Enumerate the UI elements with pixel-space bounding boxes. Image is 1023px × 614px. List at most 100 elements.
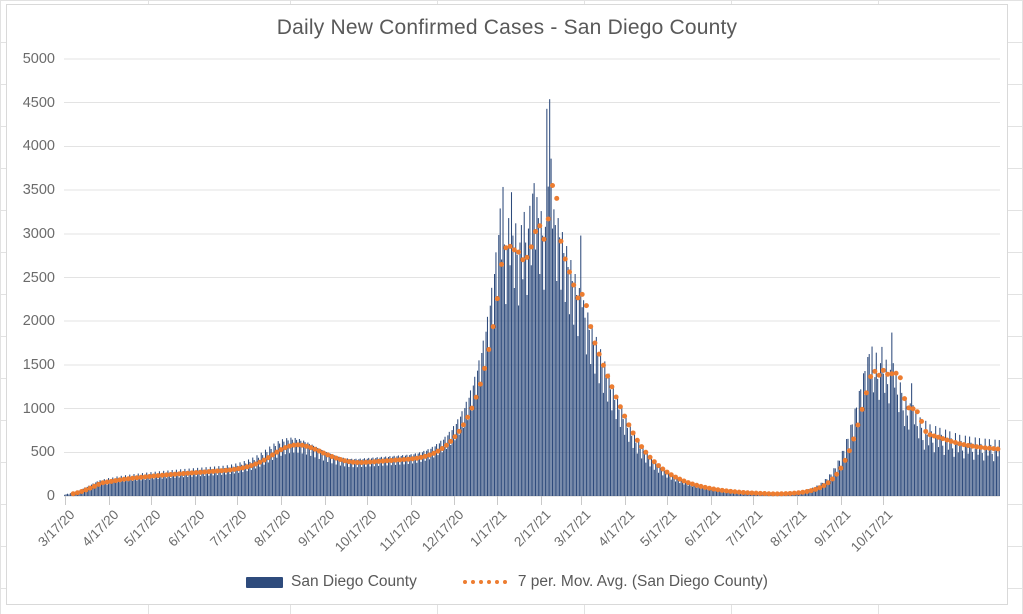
- bar[interactable]: [590, 364, 592, 496]
- bar[interactable]: [884, 392, 886, 496]
- moving-average-point[interactable]: [287, 443, 293, 449]
- bar[interactable]: [976, 445, 978, 496]
- bar[interactable]: [291, 439, 293, 496]
- moving-average-point[interactable]: [537, 223, 543, 229]
- chart-container[interactable]: Daily New Confirmed Cases - San Diego Co…: [6, 4, 1008, 605]
- bar[interactable]: [337, 456, 339, 497]
- bar[interactable]: [132, 480, 134, 496]
- bar[interactable]: [850, 424, 852, 496]
- moving-average-point[interactable]: [405, 456, 411, 462]
- bar[interactable]: [380, 456, 382, 496]
- bar[interactable]: [91, 484, 93, 496]
- bar[interactable]: [204, 475, 206, 496]
- bar[interactable]: [601, 366, 603, 496]
- bar[interactable]: [936, 436, 938, 496]
- moving-average-point[interactable]: [821, 483, 827, 489]
- moving-average-point[interactable]: [796, 490, 802, 496]
- moving-average-point[interactable]: [609, 384, 615, 390]
- bar[interactable]: [994, 439, 996, 496]
- bar[interactable]: [457, 419, 459, 496]
- bar[interactable]: [468, 397, 470, 496]
- bar[interactable]: [823, 485, 825, 496]
- bar[interactable]: [515, 223, 517, 496]
- bar[interactable]: [720, 490, 722, 496]
- bar[interactable]: [730, 492, 732, 496]
- moving-average-point[interactable]: [189, 470, 195, 476]
- bar[interactable]: [471, 410, 473, 496]
- bar[interactable]: [734, 492, 736, 496]
- bar[interactable]: [113, 478, 115, 496]
- bar[interactable]: [564, 301, 566, 496]
- bar[interactable]: [573, 324, 575, 496]
- bar[interactable]: [228, 467, 230, 496]
- moving-average-point[interactable]: [261, 457, 267, 463]
- bar[interactable]: [658, 472, 660, 496]
- bar[interactable]: [395, 464, 397, 496]
- bar[interactable]: [635, 442, 637, 496]
- moving-average-point[interactable]: [592, 340, 598, 346]
- bar[interactable]: [315, 446, 317, 496]
- bar[interactable]: [460, 416, 462, 496]
- bar[interactable]: [600, 349, 602, 496]
- bar[interactable]: [626, 427, 628, 496]
- moving-average-point[interactable]: [499, 261, 505, 267]
- moving-average-point[interactable]: [902, 396, 908, 402]
- bar[interactable]: [407, 464, 409, 496]
- bar[interactable]: [967, 453, 969, 496]
- bar[interactable]: [270, 448, 272, 496]
- bar[interactable]: [376, 457, 378, 496]
- bar[interactable]: [329, 453, 332, 496]
- bar[interactable]: [65, 494, 67, 496]
- moving-average-point[interactable]: [460, 422, 466, 428]
- moving-average-point[interactable]: [87, 485, 93, 491]
- bar[interactable]: [684, 481, 686, 496]
- bar[interactable]: [817, 485, 819, 496]
- bar[interactable]: [283, 441, 285, 496]
- moving-average-point[interactable]: [783, 491, 789, 497]
- moving-average-point[interactable]: [829, 476, 835, 482]
- bar[interactable]: [875, 352, 877, 496]
- bar[interactable]: [474, 376, 476, 496]
- bar[interactable]: [905, 398, 907, 496]
- bar[interactable]: [325, 451, 327, 496]
- bar[interactable]: [607, 401, 609, 496]
- moving-average-point[interactable]: [978, 444, 984, 450]
- bar[interactable]: [399, 464, 401, 496]
- bar[interactable]: [896, 394, 899, 496]
- bar[interactable]: [631, 435, 633, 496]
- moving-average-point[interactable]: [757, 490, 763, 496]
- bar[interactable]: [969, 436, 971, 496]
- moving-average-point[interactable]: [117, 477, 123, 483]
- bar[interactable]: [100, 480, 102, 496]
- bar[interactable]: [880, 363, 882, 496]
- bar[interactable]: [918, 438, 920, 496]
- bar[interactable]: [116, 476, 118, 496]
- bar[interactable]: [153, 479, 155, 496]
- bar[interactable]: [926, 434, 928, 496]
- bar[interactable]: [857, 423, 859, 496]
- moving-average-point[interactable]: [452, 434, 458, 440]
- moving-average-point[interactable]: [253, 461, 259, 467]
- bar[interactable]: [625, 416, 627, 496]
- moving-average-point[interactable]: [320, 450, 326, 456]
- bar[interactable]: [232, 466, 234, 496]
- moving-average-point[interactable]: [948, 438, 954, 444]
- bar[interactable]: [427, 449, 429, 496]
- bar[interactable]: [485, 331, 487, 496]
- moving-average-point[interactable]: [995, 446, 1001, 452]
- bar[interactable]: [686, 483, 688, 496]
- moving-average-point[interactable]: [630, 430, 636, 436]
- moving-average-point[interactable]: [384, 458, 390, 464]
- bar[interactable]: [222, 465, 224, 496]
- bar[interactable]: [560, 289, 562, 496]
- bar[interactable]: [696, 487, 698, 496]
- bar[interactable]: [605, 378, 607, 496]
- bar[interactable]: [464, 408, 466, 496]
- moving-average-point[interactable]: [804, 489, 810, 495]
- moving-average-point[interactable]: [732, 489, 738, 495]
- bar[interactable]: [146, 472, 148, 496]
- bar[interactable]: [550, 158, 552, 496]
- bar[interactable]: [423, 450, 425, 496]
- bar[interactable]: [652, 463, 654, 496]
- bar[interactable]: [520, 225, 522, 496]
